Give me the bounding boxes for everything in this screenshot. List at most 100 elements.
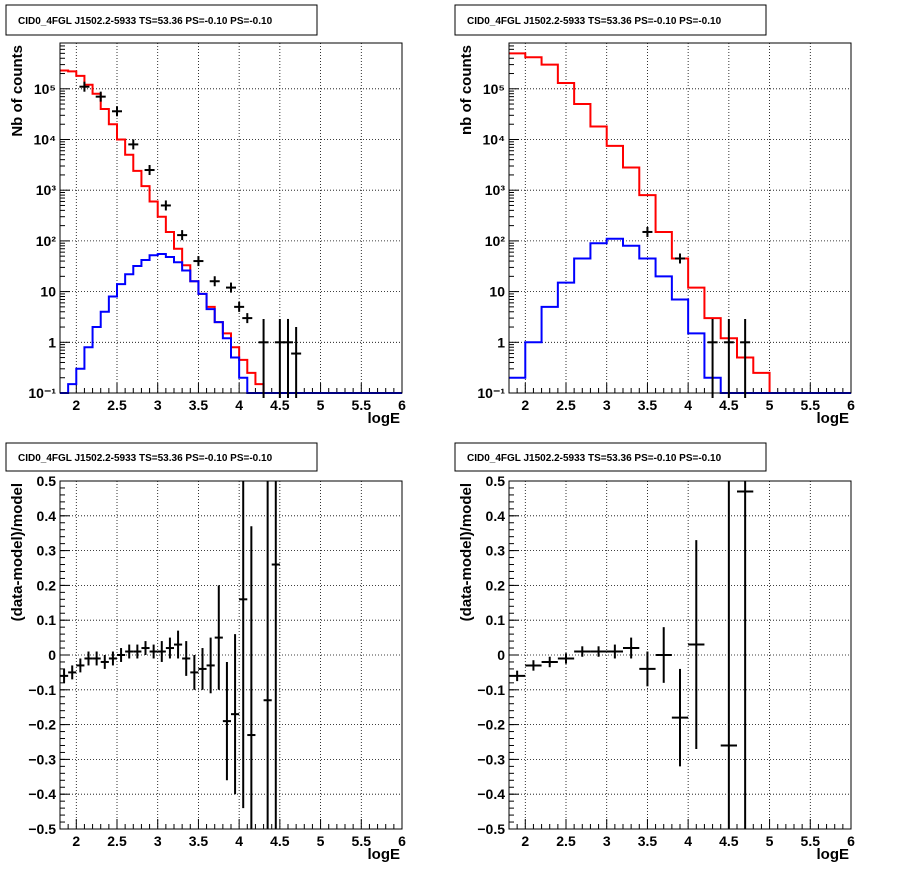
residual-point: [182, 641, 191, 676]
y-tick-label: 0.5: [37, 473, 57, 489]
residual-point: [606, 644, 623, 659]
residual-point: [509, 670, 526, 682]
gridlines: [509, 480, 852, 830]
plot-frame: [59, 480, 403, 830]
x-tick-label: 6: [398, 397, 406, 413]
x-tick-label: 5.5: [801, 397, 821, 413]
x-tick-label: 3: [603, 833, 611, 849]
y-axis-label: nb of counts: [458, 45, 475, 135]
data-point: [258, 318, 269, 398]
x-tick-label: 4: [684, 833, 692, 849]
y-tick-label: 0.1: [37, 612, 57, 628]
residual-point: [174, 630, 183, 659]
residual-point: [239, 481, 248, 809]
data-point: [209, 276, 220, 287]
x-tick-label: 5.5: [352, 397, 372, 413]
x-tick-label: 5.5: [352, 833, 372, 849]
x-tick-label: 6: [847, 397, 855, 413]
gridlines: [509, 43, 852, 393]
y-tick-label: 10⁵: [483, 81, 505, 97]
residual-point: [198, 648, 207, 690]
histogram-series-0: [509, 52, 851, 394]
y-tick-label: 10⁻¹: [28, 385, 56, 401]
x-tick-label: 2: [521, 833, 529, 849]
x-axis-label: logE: [817, 410, 850, 427]
data-point: [160, 200, 171, 211]
y-tick-label: −0.4: [477, 786, 505, 802]
x-tick-label: 4.5: [719, 833, 739, 849]
x-tick-label: 4: [235, 397, 243, 413]
title-box: [5, 442, 318, 472]
title-box: [5, 4, 318, 36]
y-tick-label: 10²: [36, 233, 57, 249]
x-tick-label: 4.5: [270, 397, 290, 413]
residual-point: [574, 646, 591, 657]
y-axis-label: (data-model)/model: [9, 483, 26, 621]
y-tick-label: 0.5: [486, 473, 506, 489]
data-point: [675, 253, 685, 264]
data-point: [177, 230, 188, 241]
y-tick-label: −0.3: [28, 751, 56, 767]
residual-point: [541, 656, 558, 668]
title-box: [454, 442, 767, 472]
x-tick-label: 3: [154, 397, 162, 413]
residual-point: [125, 644, 134, 659]
residual-point: [165, 637, 174, 659]
data-point: [723, 318, 734, 398]
y-tick-label: 0.2: [37, 577, 57, 593]
residual-point: [108, 651, 117, 666]
data-point: [707, 318, 718, 398]
x-tick-label: 4: [235, 833, 243, 849]
chart-title: CID0_4FGL J1502.2-5933 TS=53.36 PS=-0.10…: [18, 453, 273, 464]
x-tick-label: 6: [847, 833, 855, 849]
data-point: [128, 139, 139, 150]
chart-panel-bottom-right: CID0_4FGL J1502.2-5933 TS=53.36 PS=-0.10…: [454, 442, 855, 863]
y-tick-label: 0.4: [37, 508, 57, 524]
plot-frame: [508, 480, 852, 830]
chart-title: CID0_4FGL J1502.2-5933 TS=53.36 PS=-0.10…: [467, 453, 722, 464]
y-tick-label: −0.4: [28, 786, 56, 802]
x-tick-label: 4.5: [719, 397, 739, 413]
residual-point: [655, 627, 672, 683]
residual-point: [117, 648, 126, 662]
y-tick-label: −0.5: [477, 821, 505, 837]
data-point: [283, 318, 293, 398]
residual-point: [206, 637, 215, 694]
residual-point: [247, 526, 256, 829]
residual-point: [141, 641, 150, 655]
data-point: [274, 318, 285, 398]
residual-point: [100, 655, 109, 669]
residual-point: [557, 653, 575, 664]
chart-title: CID0_4FGL J1502.2-5933 TS=53.36 PS=-0.10…: [467, 16, 722, 27]
residual-point: [190, 655, 199, 690]
y-tick-label: 10⁵: [34, 81, 56, 97]
x-axis-label: logE: [368, 846, 401, 863]
x-axis-label: logE: [368, 410, 401, 427]
data-point: [112, 106, 122, 117]
data-point: [291, 326, 302, 398]
y-tick-label: −0.2: [28, 717, 56, 733]
x-tick-label: 6: [398, 833, 406, 849]
chart-title: CID0_4FGL J1502.2-5933 TS=53.36 PS=-0.10…: [18, 16, 273, 27]
y-tick-label: 10: [40, 284, 56, 300]
residual-point: [688, 540, 705, 749]
residual-point: [263, 481, 272, 829]
data-point: [642, 226, 653, 237]
data-point: [242, 313, 253, 324]
residual-point: [68, 665, 77, 680]
y-tick-label: 10³: [485, 182, 506, 198]
x-tick-label: 2: [72, 833, 80, 849]
y-axis-label: Nb of counts: [9, 45, 26, 137]
y-tick-label: −0.2: [477, 717, 505, 733]
residual-point: [231, 634, 240, 795]
residual-point: [222, 661, 231, 781]
y-tick-label: 0.4: [486, 508, 506, 524]
y-tick-label: 1: [48, 334, 56, 350]
x-tick-label: 3.5: [189, 397, 209, 413]
chart-panel-bottom-left: CID0_4FGL J1502.2-5933 TS=53.36 PS=-0.10…: [5, 442, 406, 863]
y-tick-label: 0.3: [37, 543, 57, 559]
y-tick-label: 10⁴: [483, 131, 506, 147]
x-tick-label: 2.5: [556, 397, 576, 413]
chart-panel-top-left: CID0_4FGL J1502.2-5933 TS=53.36 PS=-0.10…: [5, 4, 406, 427]
